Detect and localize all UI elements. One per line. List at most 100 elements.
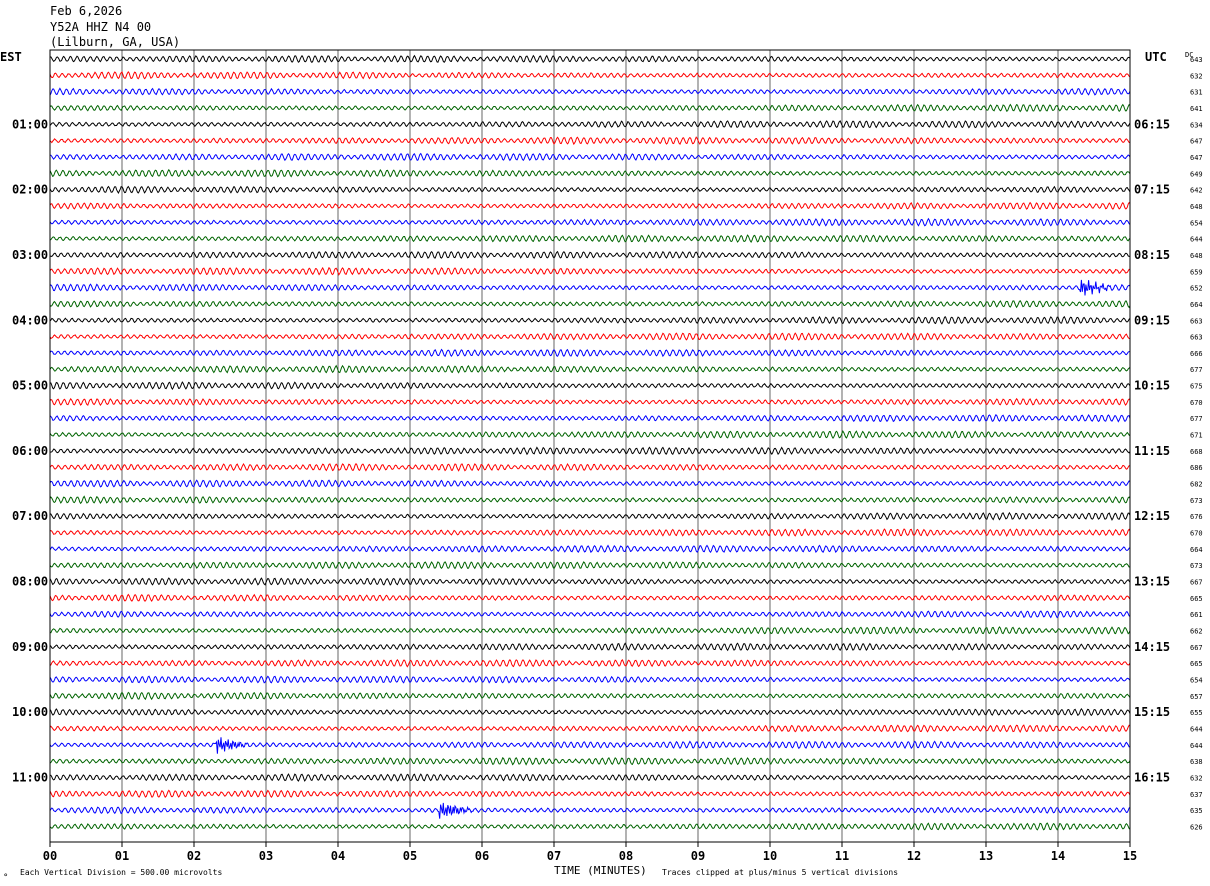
est-hour-label: 08:00 xyxy=(12,575,48,589)
est-hour-label: 06:00 xyxy=(12,444,48,458)
dc-offset-value: 670 xyxy=(1190,399,1203,407)
dc-offset-labels: 643 632 631 641 634 647 647 649 642 648 654 644 648 6… xyxy=(1190,56,1203,832)
utc-hour-label: 07:15 xyxy=(1134,183,1170,197)
seismic-trace xyxy=(49,250,1131,259)
dc-offset-value: 647 xyxy=(1190,154,1203,162)
dc-offset-value: 664 xyxy=(1190,301,1203,309)
x-tick-label: 14 xyxy=(1051,849,1065,863)
seismic-trace xyxy=(49,707,1131,717)
est-hour-label: 07:00 xyxy=(12,509,48,523)
plot-frame xyxy=(49,49,1131,843)
utc-hour-labels: 06:15 07:15 08:15 09:15 10:15 11:15 12:15 13:15… xyxy=(1134,117,1170,784)
dc-offset-value: 632 xyxy=(1190,774,1203,782)
x-tick-label: 11 xyxy=(835,849,849,863)
seismic-trace xyxy=(49,462,1131,472)
dc-offset-value: 635 xyxy=(1190,807,1203,815)
dc-offset-value: 657 xyxy=(1190,693,1203,701)
seismic-trace xyxy=(49,511,1131,521)
dc-offset-value: 654 xyxy=(1190,219,1203,227)
x-tick-label: 06 xyxy=(475,849,489,863)
est-hour-label: 03:00 xyxy=(12,248,48,262)
dc-offset-value: 664 xyxy=(1190,546,1203,554)
station-location: (Lilburn, GA, USA) xyxy=(50,35,181,49)
grid-lines xyxy=(121,50,1059,842)
est-hour-label: 02:00 xyxy=(12,183,48,197)
est-hour-label: 09:00 xyxy=(12,640,48,654)
dc-offset-value: 643 xyxy=(1190,56,1203,64)
x-tick-label: 10 xyxy=(763,849,777,863)
dc-offset-value: 673 xyxy=(1190,562,1203,570)
seismic-trace xyxy=(49,54,1131,64)
seismic-trace xyxy=(49,120,1131,129)
dc-offset-value: 668 xyxy=(1190,448,1203,456)
dc-offset-value: 648 xyxy=(1190,252,1203,260)
dc-offset-value: 649 xyxy=(1190,170,1203,178)
dc-header-label: DC xyxy=(1185,51,1193,59)
dc-offset-value: 637 xyxy=(1190,791,1203,799)
dc-offset-value: 673 xyxy=(1190,497,1203,505)
seismic-trace xyxy=(49,610,1131,619)
dc-offset-value: 676 xyxy=(1190,513,1203,521)
dc-offset-value: 675 xyxy=(1190,383,1203,391)
seismic-trace xyxy=(49,279,1131,296)
seismic-trace xyxy=(49,802,1131,819)
x-tick-label: 00 xyxy=(43,849,57,863)
dc-offset-value: 662 xyxy=(1190,628,1203,636)
est-hour-label: 11:00 xyxy=(12,770,48,784)
x-axis-ticks: 00 01 02 03 04 05 06 07 08 09 10 11 12 13 14 15 xyxy=(43,842,1137,863)
dc-offset-value: 634 xyxy=(1190,121,1203,129)
dc-offset-value: 641 xyxy=(1190,105,1203,113)
seismic-trace xyxy=(49,217,1131,227)
seismic-trace xyxy=(49,70,1131,80)
seismic-trace xyxy=(49,266,1131,276)
x-tick-label: 09 xyxy=(691,849,705,863)
utc-hour-label: 10:15 xyxy=(1134,379,1170,393)
est-hour-label: 04:00 xyxy=(12,313,48,327)
dc-offset-value: 667 xyxy=(1190,579,1203,587)
x-tick-label: 02 xyxy=(187,849,201,863)
seismic-trace xyxy=(49,348,1131,358)
dc-offset-value: 667 xyxy=(1190,644,1203,652)
seismic-trace xyxy=(49,822,1131,831)
footer-vertical-division: Each Vertical Division = 500.00 microvol… xyxy=(20,868,222,877)
seismic-trace xyxy=(49,675,1131,684)
seismic-trace xyxy=(49,528,1131,537)
seismic-trace xyxy=(49,381,1131,391)
seismic-trace xyxy=(49,691,1131,701)
dc-offset-value: 642 xyxy=(1190,187,1203,195)
est-hour-labels: 01:00 02:00 03:00 04:00 05:00 06:00 07:00 08:00… xyxy=(12,117,48,784)
seismic-trace xyxy=(49,430,1131,440)
dc-offset-value: 682 xyxy=(1190,481,1203,489)
utc-hour-label: 15:15 xyxy=(1134,705,1170,719)
station-code: Y52A HHZ N4 00 xyxy=(50,20,152,34)
seismic-trace xyxy=(49,168,1131,178)
x-tick-label: 05 xyxy=(403,849,417,863)
footer-mark: ° xyxy=(3,873,8,883)
seismic-trace xyxy=(49,577,1131,586)
x-tick-label: 12 xyxy=(907,849,921,863)
dc-offset-value: 644 xyxy=(1190,726,1203,734)
seismic-trace xyxy=(49,593,1131,602)
dc-offset-value: 632 xyxy=(1190,72,1203,80)
dc-offset-value: 663 xyxy=(1190,334,1203,342)
dc-offset-value: 677 xyxy=(1190,415,1203,423)
dc-offset-value: 626 xyxy=(1190,823,1203,831)
seismic-trace xyxy=(49,446,1131,456)
dc-offset-value: 654 xyxy=(1190,677,1203,685)
utc-hour-label: 09:15 xyxy=(1134,313,1170,327)
x-tick-label: 01 xyxy=(115,849,129,863)
utc-hour-label: 16:15 xyxy=(1134,770,1170,784)
seismic-trace xyxy=(49,87,1131,96)
seismic-trace xyxy=(49,201,1131,210)
seismic-trace xyxy=(49,299,1131,309)
utc-hour-label: 11:15 xyxy=(1134,444,1170,458)
footer-clip-note: Traces clipped at plus/minus 5 vertical … xyxy=(662,868,898,877)
dc-offset-value: 663 xyxy=(1190,317,1203,325)
utc-hour-label: 14:15 xyxy=(1134,640,1170,654)
dc-offset-value: 659 xyxy=(1190,268,1203,276)
seismic-trace xyxy=(49,756,1131,766)
x-axis-title: TIME (MINUTES) xyxy=(554,864,647,877)
dc-offset-value: 647 xyxy=(1190,138,1203,146)
dc-offset-value: 638 xyxy=(1190,758,1203,766)
utc-hour-label: 06:15 xyxy=(1134,117,1170,131)
